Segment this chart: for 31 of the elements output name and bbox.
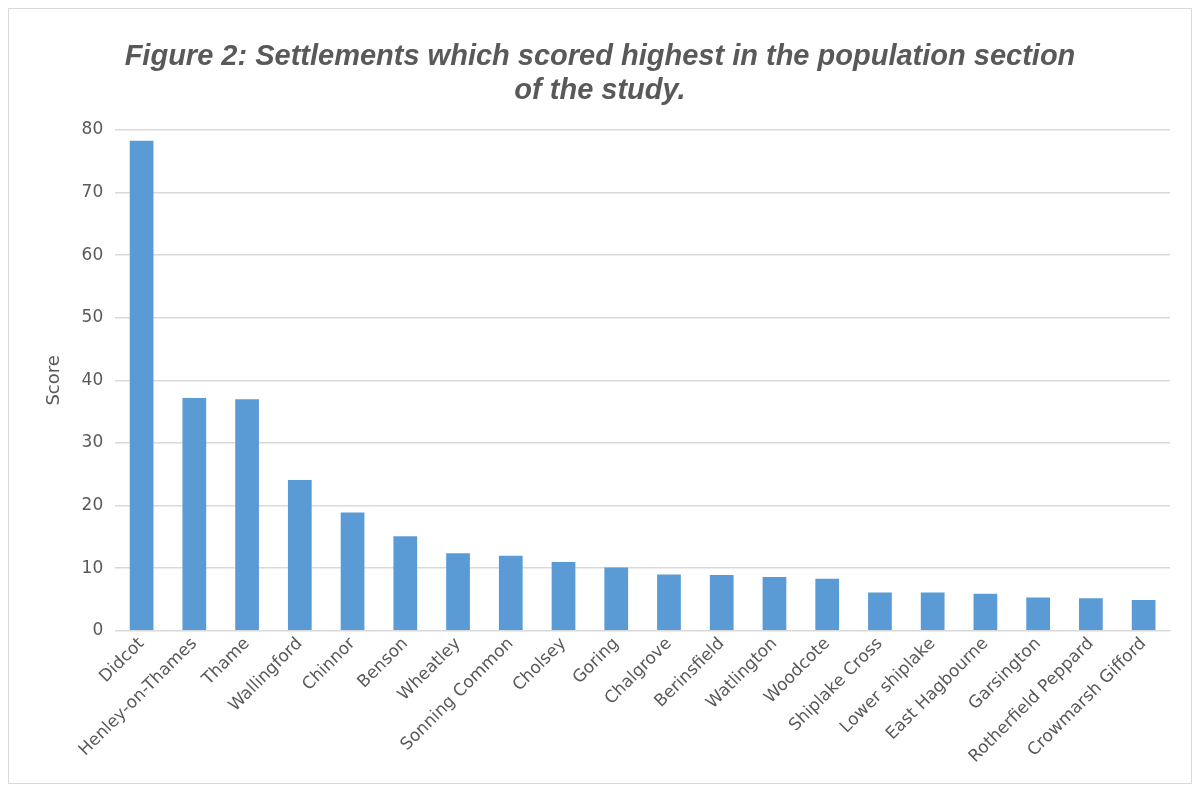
y-tick-label: 50 <box>81 306 104 327</box>
bar <box>709 575 734 631</box>
bar <box>1079 598 1103 631</box>
bar <box>287 479 312 631</box>
bar <box>868 592 892 631</box>
bar <box>235 399 259 631</box>
bar <box>762 576 787 631</box>
y-tick-label: 10 <box>81 556 104 577</box>
bar <box>446 553 470 631</box>
chart-title: Figure 2: Settlements which scored highest in the population section of the study. <box>123 38 1077 106</box>
bar <box>129 140 154 631</box>
bar <box>1026 597 1051 631</box>
y-tick-label: 30 <box>81 431 104 452</box>
y-tick-label: 80 <box>81 118 104 139</box>
bar <box>551 561 576 631</box>
bar <box>815 578 840 631</box>
y-tick-label: 70 <box>81 181 104 202</box>
y-tick-label: 20 <box>81 494 104 514</box>
bar <box>393 536 418 631</box>
bar <box>340 512 365 631</box>
bar <box>657 574 681 631</box>
y-tick-label: 60 <box>81 243 104 264</box>
bar <box>182 397 207 631</box>
bar <box>920 592 945 631</box>
y-tick-label: 40 <box>81 368 104 389</box>
bar <box>604 567 629 631</box>
bar <box>1131 600 1156 631</box>
y-axis-title: Score <box>42 355 64 406</box>
bar <box>973 593 998 631</box>
bar <box>498 555 523 631</box>
y-tick-label: 0 <box>92 619 104 640</box>
